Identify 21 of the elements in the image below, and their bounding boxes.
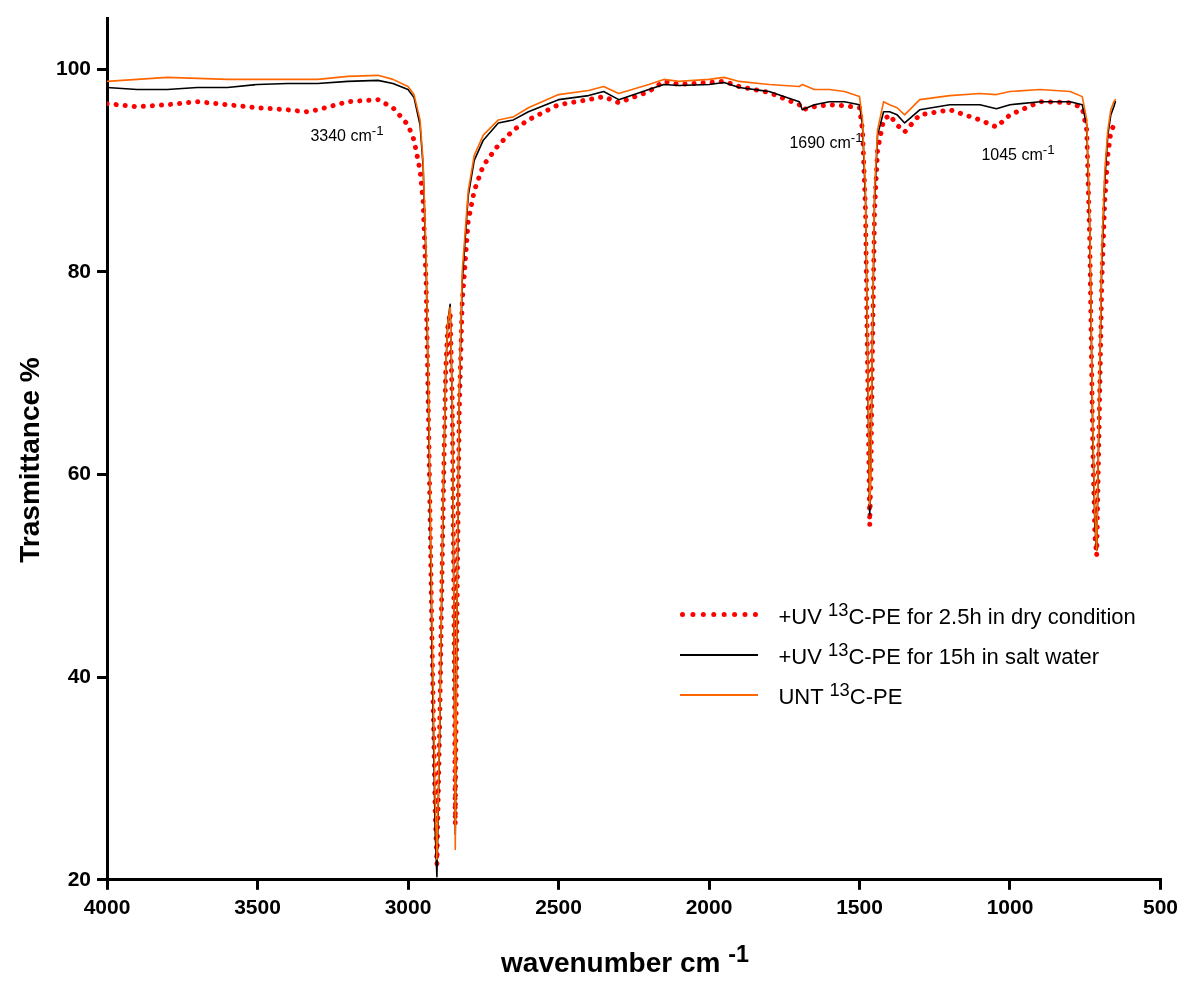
x-tick-label: 2000 (685, 895, 733, 919)
legend-label: +UV $^{13}$C-PE for 2.5h in dry condition (778, 599, 1136, 631)
x-tick-label: 3000 (384, 895, 432, 919)
y-tick-label: 100 (55, 56, 92, 80)
x-tick-label: 3500 (234, 895, 281, 919)
y-tick-label: 20 (67, 866, 92, 890)
x-tick-label: 1000 (986, 895, 1034, 919)
x-axis-title: wavenumber cm $^{-1}$ (501, 940, 749, 980)
annotation: 1690 cm$^{-1}$ (789, 129, 863, 153)
x-tick-label: 1500 (836, 895, 883, 919)
x-tick-label: 2500 (535, 895, 582, 919)
x-tick-label: 500 (1142, 895, 1178, 919)
legend-label: UNT $^{13}$C-PE (778, 679, 903, 711)
y-tick-label: 60 (67, 461, 92, 485)
annotation: 3340 cm$^{-1}$ (310, 122, 384, 146)
legend-label: +UV $^{13}$C-PE for 15h in salt water (778, 639, 1100, 671)
y-axis-title: Trasmittance % (14, 357, 46, 563)
y-tick-label: 80 (67, 258, 92, 282)
x-tick-label: 4000 (83, 895, 131, 919)
annotation: 1045 cm$^{-1}$ (981, 141, 1055, 165)
y-tick-label: 40 (67, 663, 92, 687)
